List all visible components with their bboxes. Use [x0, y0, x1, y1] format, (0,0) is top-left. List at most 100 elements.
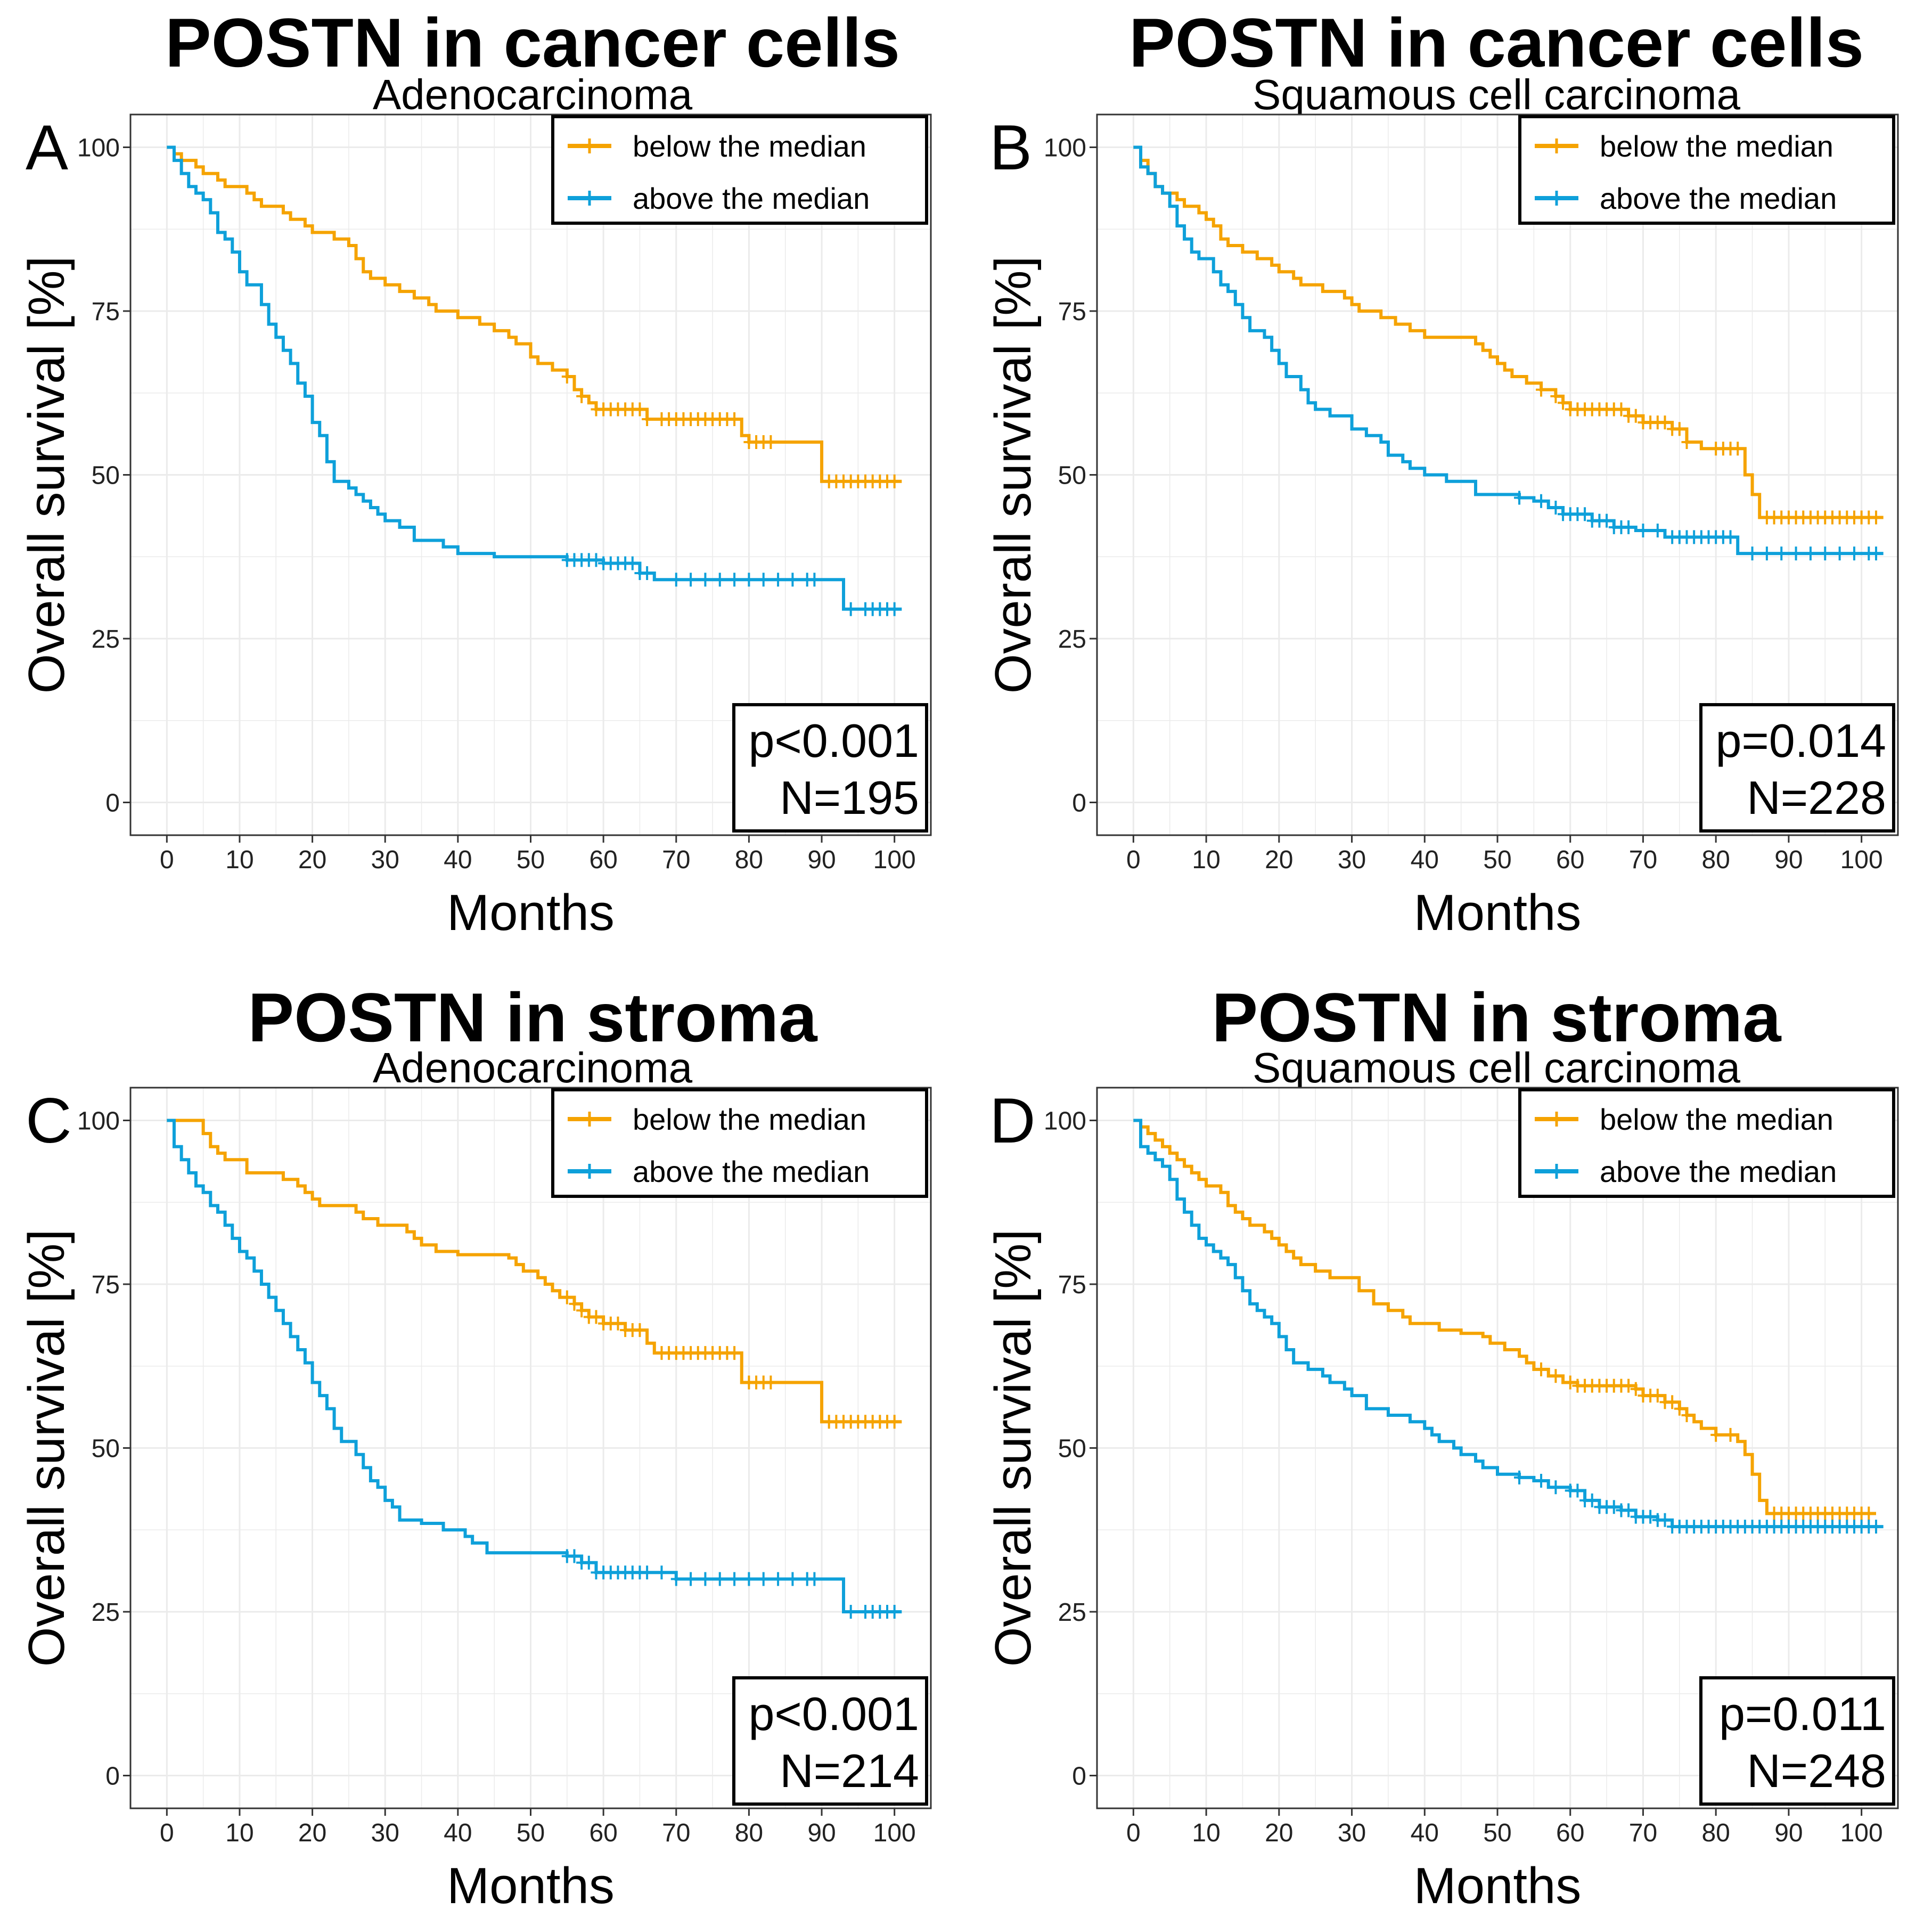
censor-mark: [634, 402, 645, 417]
x-axis-label: Months: [1414, 884, 1582, 941]
chart-subtitle: Adenocarcinoma: [373, 71, 693, 118]
x-tick-label: 80: [1701, 846, 1730, 874]
series-above-median: [1133, 1119, 1884, 1534]
x-tick-label: 50: [517, 846, 545, 874]
censor-mark: [1652, 524, 1663, 538]
x-tick-label: 30: [371, 846, 399, 874]
sample-size: N=228: [1747, 771, 1886, 824]
censor-mark: [729, 412, 740, 426]
x-tick-label: 0: [1126, 1819, 1141, 1847]
x-tick-label: 90: [1774, 1819, 1803, 1847]
censor-mark: [809, 1572, 820, 1586]
censor-mark: [1747, 546, 1758, 561]
censor-mark: [1638, 524, 1649, 538]
legend-entry: above the median: [1600, 1155, 1837, 1188]
y-tick-label: 50: [1058, 1435, 1086, 1463]
y-tick-label: 0: [105, 1763, 120, 1791]
chart-subtitle: Squamous cell carcinoma: [1252, 1044, 1740, 1091]
x-tick-label: 70: [1629, 846, 1657, 874]
censor-mark: [889, 1415, 900, 1429]
stats-frame: [1699, 1676, 1895, 1806]
censor-mark: [1536, 1474, 1547, 1488]
stats-frame: [732, 1676, 928, 1806]
censor-mark: [576, 1303, 587, 1318]
x-tick-label: 30: [371, 1819, 399, 1847]
censor-mark: [1805, 546, 1816, 561]
censor-mark: [561, 1290, 572, 1304]
chart-title: POSTN in stroma: [248, 978, 818, 1056]
censor-mark: [765, 435, 776, 449]
sample-size: N=195: [780, 771, 919, 824]
legend: below the median above the median: [551, 1088, 928, 1198]
censor-mark: [634, 1323, 645, 1337]
censor-mark: [1565, 1375, 1576, 1390]
series-above-median: [167, 145, 902, 616]
x-tick-label: 10: [225, 846, 253, 874]
censor-mark: [1608, 1500, 1619, 1514]
x-tick-label: 80: [1701, 1819, 1730, 1847]
x-tick-label: 90: [1774, 846, 1803, 874]
censor-mark: [845, 602, 856, 616]
y-tick-label: 0: [1072, 1763, 1086, 1791]
censor-mark: [1586, 1493, 1598, 1507]
y-tick-label: 100: [1044, 134, 1086, 162]
legend-box: [1518, 115, 1895, 225]
legend: below the median above the median: [551, 115, 928, 225]
x-tick-label: 80: [735, 846, 763, 874]
censor-mark: [1601, 513, 1612, 528]
censor-mark: [642, 1565, 653, 1580]
legend-entry: below the median: [633, 129, 866, 163]
x-tick-label: 40: [444, 1819, 472, 1847]
censor-mark: [1659, 415, 1671, 430]
censor-mark: [1572, 1483, 1583, 1498]
legend-entry: below the median: [1600, 1103, 1833, 1136]
x-tick-label: 60: [1556, 846, 1584, 874]
y-tick-label: 25: [92, 625, 120, 654]
censor-mark: [1659, 1513, 1671, 1527]
censor-mark: [1514, 1470, 1525, 1484]
x-tick-label: 50: [1483, 846, 1511, 874]
series-below-median: [167, 1119, 902, 1429]
censor-mark: [1732, 442, 1743, 456]
y-tick-label: 100: [77, 134, 120, 162]
x-tick-label: 70: [1629, 1819, 1657, 1847]
censor-mark: [729, 573, 740, 587]
censor-mark: [1536, 382, 1547, 397]
p-value: p=0.011: [1719, 1687, 1886, 1740]
x-tick-label: 20: [298, 1819, 326, 1847]
censor-mark: [1870, 1520, 1881, 1534]
censor-mark: [569, 1296, 580, 1311]
sample-size: N=248: [1747, 1744, 1886, 1797]
stats-frame: [732, 703, 928, 833]
sample-size: N=214: [780, 1744, 919, 1797]
censor-mark: [1630, 409, 1641, 423]
y-tick-label: 75: [1058, 298, 1086, 326]
x-tick-label: 90: [807, 1819, 836, 1847]
y-tick-label: 100: [1044, 1107, 1086, 1136]
x-tick-label: 50: [517, 1819, 545, 1847]
x-tick-label: 60: [1556, 1819, 1584, 1847]
legend-entry: below the median: [1600, 129, 1833, 163]
p-value: p<0.001: [748, 1687, 919, 1740]
censor-mark: [758, 1572, 769, 1586]
y-tick-label: 50: [92, 1435, 120, 1463]
x-tick-label: 0: [160, 1819, 174, 1847]
censor-mark: [685, 573, 697, 587]
x-tick-label: 10: [225, 1819, 253, 1847]
censor-mark: [765, 1375, 776, 1390]
x-tick-label: 20: [1265, 1819, 1293, 1847]
x-tick-label: 40: [1411, 846, 1439, 874]
x-tick-label: 70: [662, 1819, 690, 1847]
censor-mark: [1848, 546, 1860, 561]
censor-mark: [787, 1572, 798, 1586]
x-tick-label: 60: [589, 1819, 617, 1847]
censor-mark: [889, 474, 900, 488]
x-tick-label: 90: [807, 846, 836, 874]
legend-box: [551, 115, 928, 225]
chart-title: POSTN in cancer cells: [165, 4, 900, 81]
censor-mark: [1820, 546, 1831, 561]
censor-mark: [685, 1572, 697, 1586]
